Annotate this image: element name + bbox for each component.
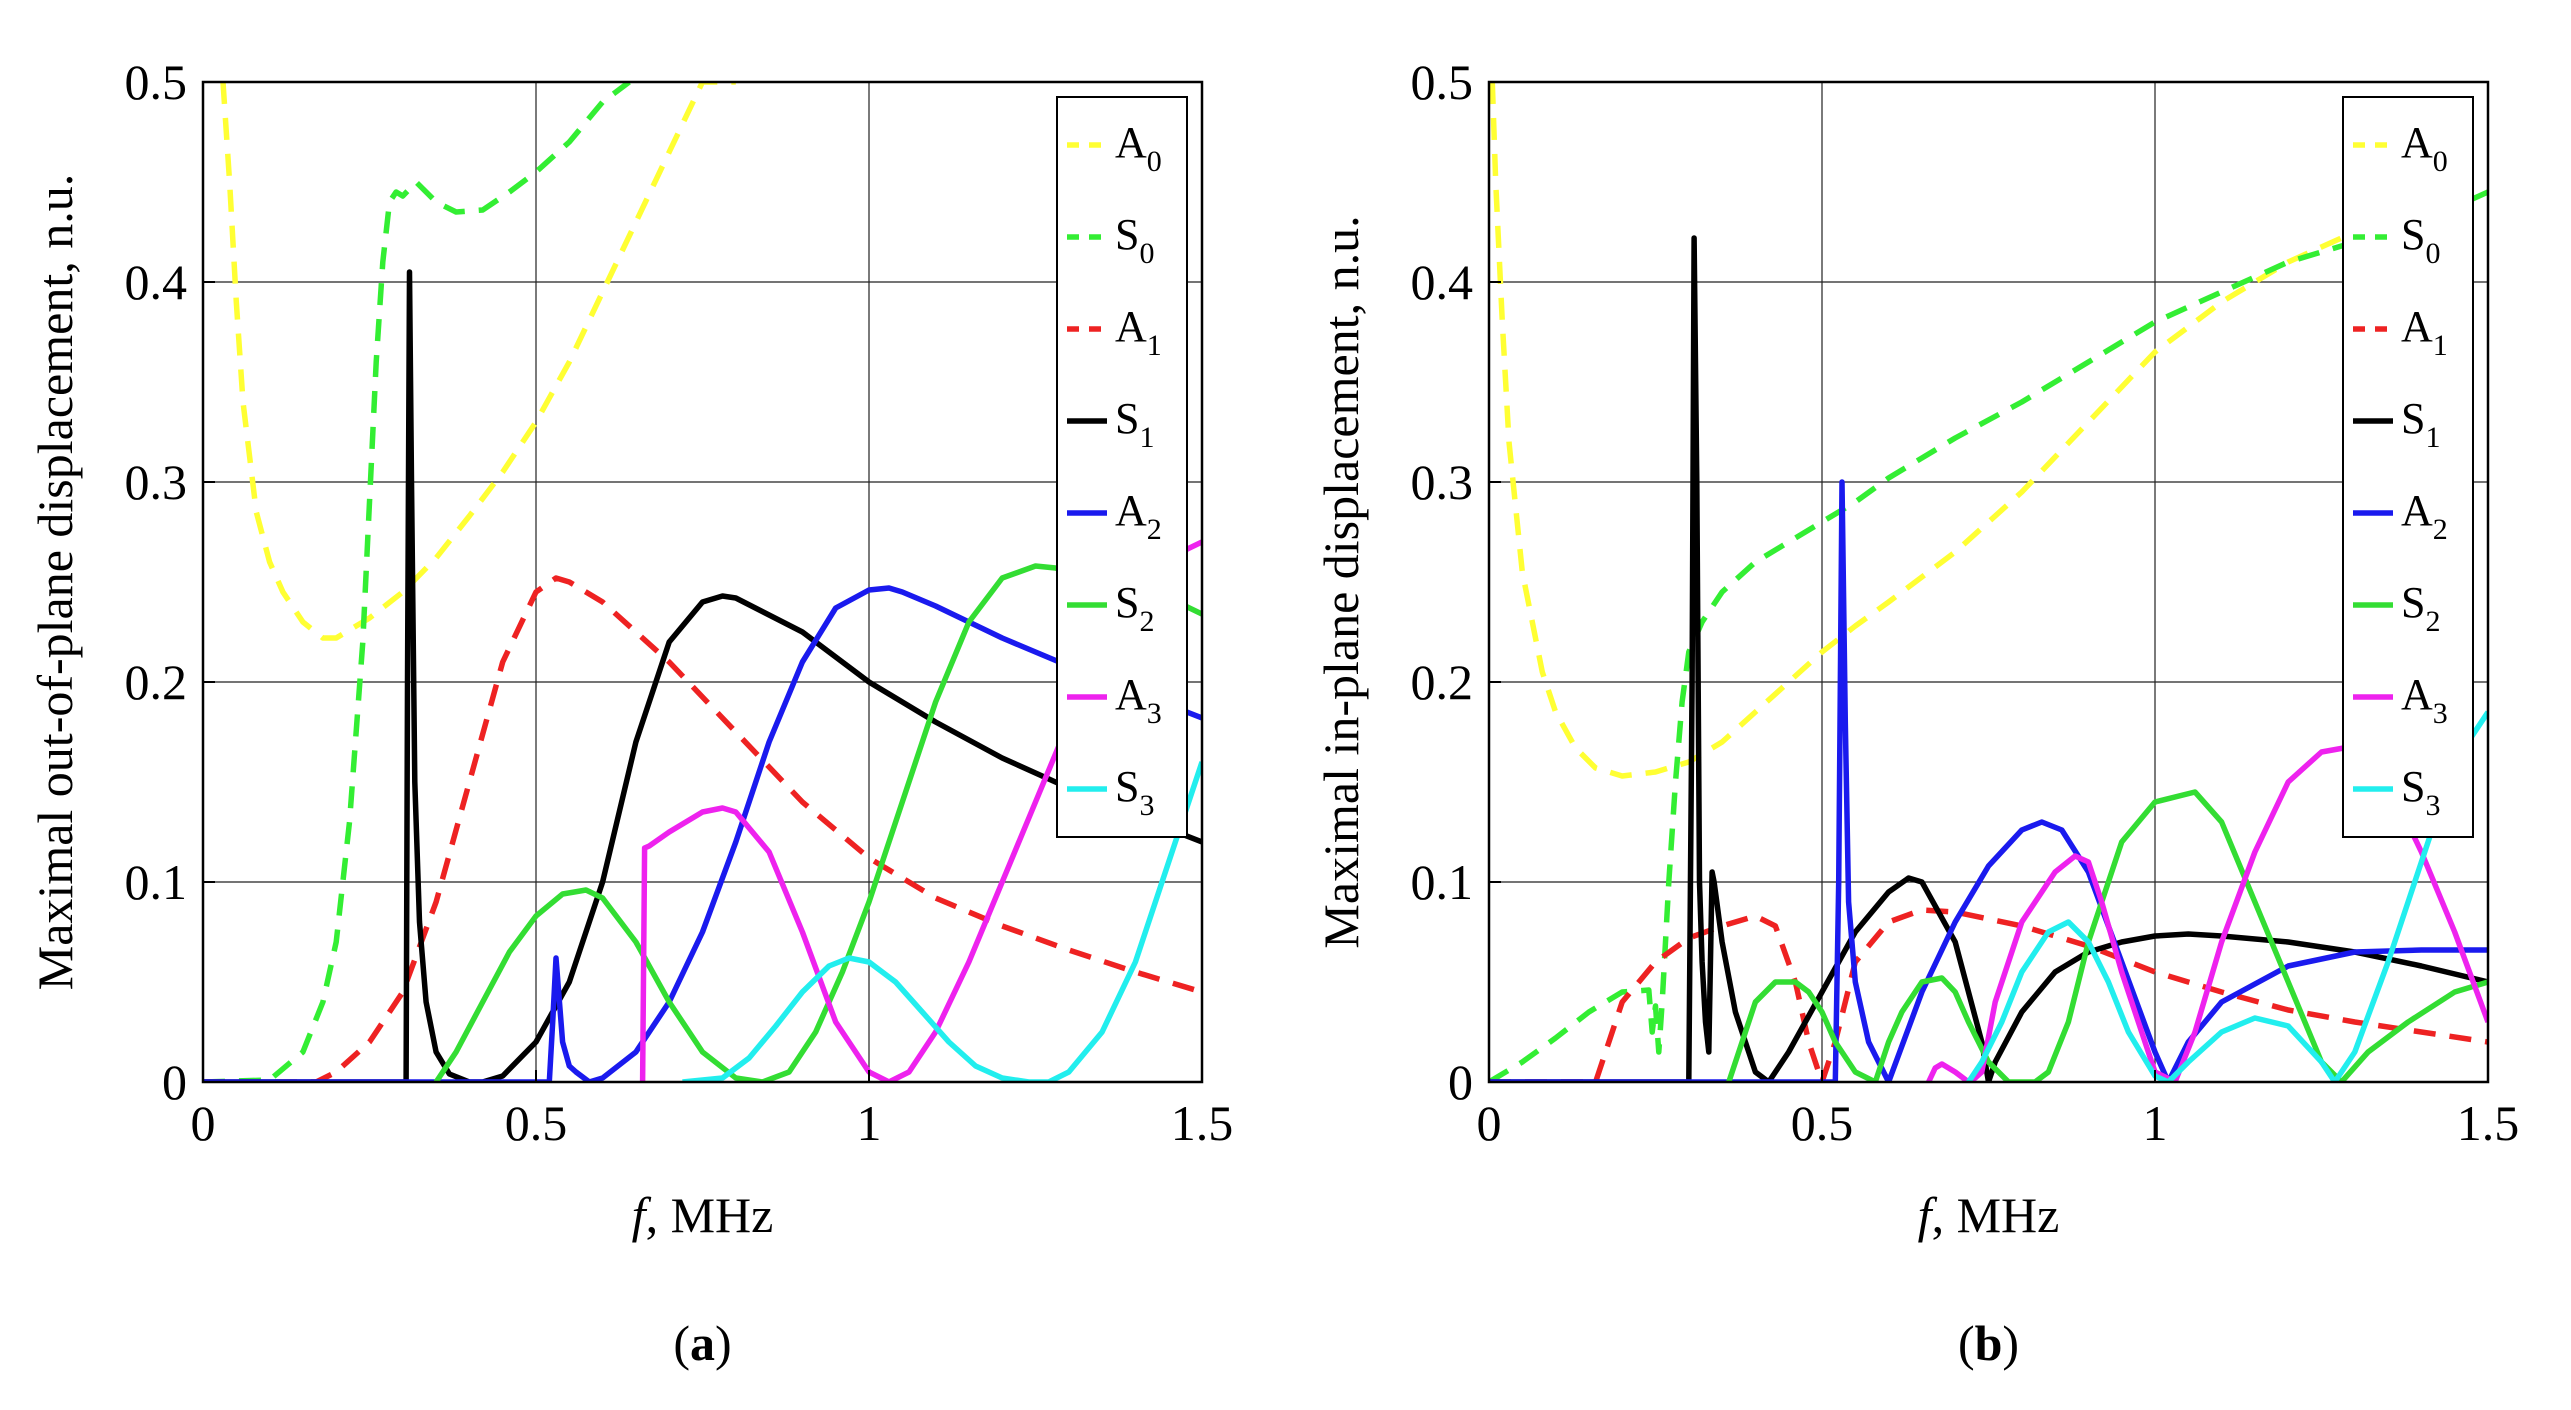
chart-panel-a: 0 0.5 1 1.5 0 0.1 0.2 0.3 0.4 0.5 f, MHz Maximal ou… (0, 0, 1285, 1410)
y-tick-label: 0.3 (125, 454, 188, 510)
y-tick-label: 0.4 (1411, 254, 1474, 310)
legend: A0 S0 A1 S1 A2 S2 A3 S3 (1056, 96, 1188, 838)
legend-label-S1: S1 (2401, 394, 2440, 454)
y-tick-label: 0.3 (1411, 454, 1474, 510)
series-line-S0 (1489, 189, 2488, 1082)
y-tick-label: 0.1 (125, 854, 188, 910)
legend-label-A1: A1 (1115, 302, 1162, 362)
axes-frame (201, 80, 1204, 1084)
legend-label-A2: A2 (2401, 486, 2448, 546)
y-tick-label: 0.5 (1411, 54, 1474, 110)
legend: A0 S0 A1 S1 A2 S2 A3 S3 (2342, 96, 2474, 838)
legend-label-S3: S3 (1115, 762, 1154, 822)
x-tick-label: 0 (191, 1095, 216, 1151)
x-tick-label: 1 (2143, 1095, 2168, 1151)
legend-label-A0: A0 (2401, 118, 2448, 178)
series-group (203, 82, 1202, 1082)
plot-area (203, 82, 1202, 1082)
x-tick-label: 0.5 (505, 1095, 568, 1151)
y-tick-label: 0.5 (125, 54, 188, 110)
legend-label-S2: S2 (2401, 578, 2440, 638)
x-axis-label: f, MHz (632, 1187, 774, 1243)
y-tick-label: 0.2 (1411, 654, 1474, 710)
series-line-A2 (1489, 479, 2488, 1082)
legend-box (1056, 96, 1188, 838)
y-tick-label: 0.2 (125, 654, 188, 710)
series-line-A0 (220, 82, 736, 641)
legend-label-A3: A3 (2401, 670, 2448, 730)
series-line-S3 (682, 761, 1202, 1082)
chart-svg-a: 0 0.5 1 1.5 0 0.1 0.2 0.3 0.4 0.5 f, MHz Maximal ou… (27, 54, 1234, 1371)
panel-label: (b) (1958, 1315, 2019, 1371)
series-line-S0 (203, 82, 631, 1082)
x-tick-label: 1.5 (1171, 1095, 1234, 1151)
series-line-A2 (203, 585, 1202, 1082)
legend-label-S3: S3 (2401, 762, 2440, 822)
legend-label-S1: S1 (1115, 394, 1154, 454)
legend-label-A3: A3 (1115, 670, 1162, 730)
legend-label-A0: A0 (1115, 118, 1162, 178)
y-tick-label: 0 (162, 1054, 187, 1110)
chart-panel-b: 0 0.5 1 1.5 0 0.1 0.2 0.3 0.4 0.5 f, MHz Maximal in… (1286, 0, 2571, 1410)
series-line-A0 (1489, 82, 2423, 779)
legend-box (2342, 96, 2474, 838)
y-tick-label: 0.1 (1411, 854, 1474, 910)
x-tick-label: 1.5 (2457, 1095, 2520, 1151)
x-tick-label: 0.5 (1791, 1095, 1854, 1151)
y-axis-label: Maximal out-of-plane displacement, n.u. (27, 174, 83, 990)
series-line-S1 (1489, 235, 2488, 1082)
series-line-S2 (1726, 789, 2488, 1082)
legend-label-S0: S0 (1115, 210, 1154, 270)
legend-label-S2: S2 (1115, 578, 1154, 638)
series-line-S3 (1966, 710, 2488, 1082)
legend-label-A2: A2 (1115, 486, 1162, 546)
axes-frame (1487, 80, 2490, 1084)
plot-area (1489, 82, 2488, 1082)
legend-label-S0: S0 (2401, 210, 2440, 270)
panel-label: (a) (673, 1315, 731, 1371)
x-tick-label: 0 (1477, 1095, 1502, 1151)
y-tick-label: 0.4 (125, 254, 188, 310)
chart-svg-b: 0 0.5 1 1.5 0 0.1 0.2 0.3 0.4 0.5 f, MHz Maximal in… (1313, 54, 2520, 1371)
legend-label-A1: A1 (2401, 302, 2448, 362)
x-tick-label: 1 (857, 1095, 882, 1151)
series-line-A1 (203, 575, 1202, 1082)
y-tick-label: 0 (1448, 1054, 1473, 1110)
x-axis-label: f, MHz (1918, 1187, 2060, 1243)
y-axis-label: Maximal in-plane displacement, n.u. (1313, 215, 1369, 948)
